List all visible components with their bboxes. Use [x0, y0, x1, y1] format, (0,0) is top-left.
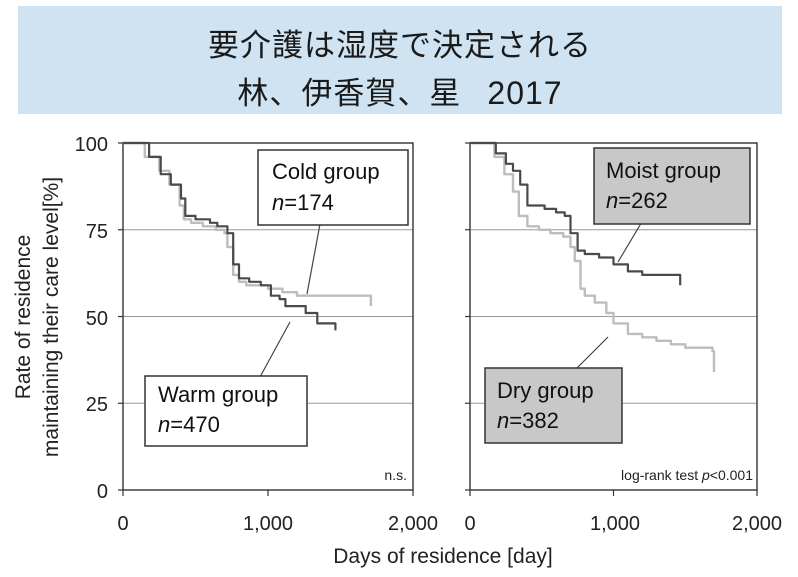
x-axis-label: Days of residence [day]	[333, 545, 552, 568]
warm-group-curve	[123, 141, 337, 331]
slide-title: 要介護は湿度で決定される	[208, 28, 592, 64]
title-band: 要介護は湿度で決定される 林、伊香賀、星 2017	[18, 6, 782, 114]
x-tick-label: 2,000	[388, 513, 438, 535]
authors: 林、伊香賀、星	[237, 76, 462, 112]
x-tick-label: 0	[464, 513, 475, 535]
moist-leader-line	[617, 219, 644, 263]
logrank-annotation: log-rank test p<0.001	[621, 467, 753, 483]
dry-group-box: Dry group n=382	[484, 367, 623, 444]
ns-annotation: n.s.	[384, 467, 407, 483]
warm-group-box: Warm group n=470	[144, 375, 308, 447]
y-axis-label-line1: Rate of residence	[12, 235, 35, 400]
cold-group-curve	[123, 141, 373, 307]
moist-group-box: Moist group n=262	[593, 147, 751, 225]
y-tick-label: 100	[75, 134, 108, 156]
y-tick-label: 75	[86, 221, 108, 243]
moist-group-n: n=262	[606, 188, 668, 213]
y-axis-label-line2: maintaining their care level[%]	[40, 177, 63, 457]
warm-group-label: Warm group	[158, 382, 278, 407]
warm-leader-line	[259, 321, 291, 378]
moist-group-label: Moist group	[606, 158, 721, 183]
x-tick-label: 0	[117, 513, 128, 535]
moist-group-curve	[470, 141, 682, 286]
cold-group-label: Cold group	[272, 159, 380, 184]
dry-group-label: Dry group	[497, 378, 594, 403]
warm-group-n: n=470	[158, 412, 220, 437]
y-tick-label: 50	[86, 308, 108, 330]
slide-subtitle: 林、伊香賀、星 2017	[18, 68, 782, 113]
dry-leader-line	[574, 336, 609, 371]
y-tick-label: 0	[97, 481, 108, 503]
cold-leader-line	[306, 223, 321, 295]
x-tick-label: 1,000	[243, 513, 293, 535]
x-tick-label: 1,000	[590, 513, 640, 535]
cold-group-n: n=174	[272, 190, 334, 215]
dry-group-curve	[470, 141, 716, 372]
year: 2017	[487, 75, 563, 111]
x-tick-label: 2,000	[732, 513, 782, 535]
dry-group-n: n=382	[497, 408, 559, 433]
cold-group-box: Cold group n=174	[257, 149, 409, 226]
y-tick-label: 25	[86, 394, 108, 416]
